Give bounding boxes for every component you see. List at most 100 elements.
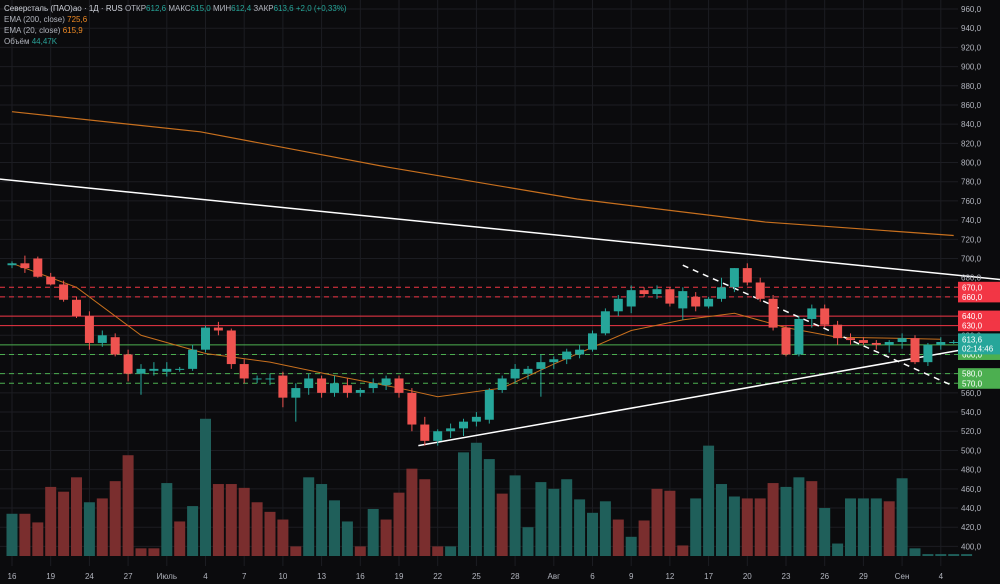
candle-body bbox=[149, 368, 159, 371]
y-axis-tick-label: 920,0 bbox=[961, 43, 982, 52]
volume-bar bbox=[32, 522, 44, 556]
ohlc-open-value: 612,6 bbox=[146, 4, 167, 13]
candle-body bbox=[175, 368, 185, 370]
volume-bar bbox=[741, 498, 753, 556]
candle-body bbox=[239, 364, 249, 379]
legend-volume-row[interactable]: Объём 44,47K bbox=[4, 36, 347, 47]
volume-bar bbox=[574, 499, 586, 556]
volume-bar bbox=[703, 445, 715, 556]
candle-body bbox=[510, 368, 520, 379]
candle-body bbox=[59, 284, 69, 300]
symbol-name[interactable]: Северсталь (ПАО)ао · 1Д · RUS bbox=[4, 4, 123, 13]
legend-ema200-row[interactable]: EMA (200, close) 725,6 bbox=[4, 14, 347, 25]
volume-bar bbox=[845, 498, 856, 556]
candle-body bbox=[291, 388, 301, 398]
volume-bar bbox=[161, 483, 173, 556]
candle-body bbox=[652, 289, 662, 295]
chart-legend: Северсталь (ПАО)ао · 1Д · RUS ОТКР612,6 … bbox=[4, 3, 347, 47]
legend-ema20-row[interactable]: EMA (20, close) 615,9 bbox=[4, 25, 347, 36]
candle-body bbox=[678, 291, 688, 309]
volume-bar bbox=[393, 492, 405, 556]
volume-bar bbox=[45, 486, 57, 556]
resistance-level-label: 640,0 bbox=[962, 312, 983, 321]
candle-body bbox=[626, 290, 636, 307]
x-axis-tick-label: 17 bbox=[704, 572, 713, 581]
candle-body bbox=[265, 378, 275, 380]
legend-symbol-row: Северсталь (ПАО)ао · 1Д · RUS ОТКР612,6 … bbox=[4, 3, 347, 14]
ohlc-high-value: 615,0 bbox=[190, 4, 211, 13]
candle-body bbox=[136, 368, 146, 374]
candle-body bbox=[820, 308, 830, 325]
candle-body bbox=[742, 268, 752, 283]
volume-bar bbox=[509, 475, 521, 556]
volume-bar bbox=[148, 548, 160, 556]
y-axis-tick-label: 400,0 bbox=[961, 542, 982, 551]
y-axis-tick-label: 780,0 bbox=[961, 178, 982, 187]
ema200-line bbox=[11, 111, 954, 237]
volume-bar bbox=[819, 508, 831, 556]
volume-bar bbox=[109, 481, 121, 556]
volume-bar bbox=[277, 519, 289, 556]
candle-body bbox=[72, 299, 81, 317]
candle-body bbox=[278, 375, 288, 398]
y-axis-tick-label: 520,0 bbox=[961, 427, 982, 436]
volume-bar bbox=[948, 554, 960, 556]
candle-body bbox=[330, 383, 339, 393]
candle-body bbox=[317, 378, 327, 393]
x-axis-tick-label: 6 bbox=[590, 572, 595, 581]
x-axis-tick-label: 9 bbox=[629, 572, 634, 581]
volume-bar bbox=[367, 508, 379, 556]
candle-body bbox=[884, 341, 894, 345]
volume-bar bbox=[496, 493, 508, 556]
volume-bar bbox=[896, 478, 908, 556]
volume-bar bbox=[96, 498, 108, 556]
candle-body bbox=[794, 318, 804, 355]
x-axis-tick-label: 27 bbox=[124, 572, 133, 581]
volume-bar bbox=[238, 487, 250, 556]
candle-body bbox=[858, 340, 868, 343]
candle-body bbox=[923, 344, 933, 363]
candle-body bbox=[562, 351, 572, 360]
volume-bar bbox=[793, 477, 805, 556]
x-axis-tick-label: 29 bbox=[859, 572, 868, 581]
candle-body bbox=[213, 327, 223, 331]
resistance-level-label: 660,0 bbox=[962, 293, 983, 302]
x-axis-tick-label: 13 bbox=[317, 572, 326, 581]
ohlc-low-value: 612,4 bbox=[231, 4, 252, 13]
candle-body bbox=[394, 378, 404, 393]
candle-body bbox=[871, 342, 881, 345]
volume-bar bbox=[767, 483, 779, 556]
volume-label: Объём bbox=[4, 37, 30, 46]
candle-body bbox=[304, 378, 314, 389]
candle-body bbox=[20, 263, 30, 269]
x-axis-tick-label: 4 bbox=[203, 572, 208, 581]
ohlc-low-label: МИН bbox=[212, 4, 232, 13]
volume-bar bbox=[612, 519, 624, 556]
volume-bar bbox=[19, 513, 31, 556]
candle-body bbox=[188, 349, 198, 369]
volume-bar bbox=[200, 418, 211, 556]
volume-bar bbox=[225, 484, 237, 556]
candle-body bbox=[729, 268, 739, 288]
candle-body bbox=[484, 389, 494, 420]
candle-body bbox=[433, 431, 443, 441]
candle-body bbox=[226, 330, 236, 365]
candle-body bbox=[523, 368, 533, 374]
volume-bar bbox=[587, 512, 598, 556]
candle-body bbox=[97, 335, 107, 343]
volume-bar bbox=[922, 554, 934, 556]
resistance-level-label: 670,0 bbox=[962, 283, 983, 292]
x-axis-tick-label: 28 bbox=[511, 572, 520, 581]
volume-bar bbox=[470, 442, 482, 556]
y-axis-tick-label: 940,0 bbox=[961, 24, 982, 33]
volume-bar bbox=[58, 491, 70, 556]
y-axis-tick-label: 860,0 bbox=[961, 101, 982, 110]
bar-countdown: 02:14:46 bbox=[962, 344, 994, 353]
x-axis-tick-label: 16 bbox=[8, 572, 17, 581]
volume-bar bbox=[728, 496, 740, 556]
resistance-level-label-bg bbox=[958, 310, 1000, 322]
candle-body bbox=[704, 298, 714, 307]
volume-bar bbox=[961, 554, 973, 556]
